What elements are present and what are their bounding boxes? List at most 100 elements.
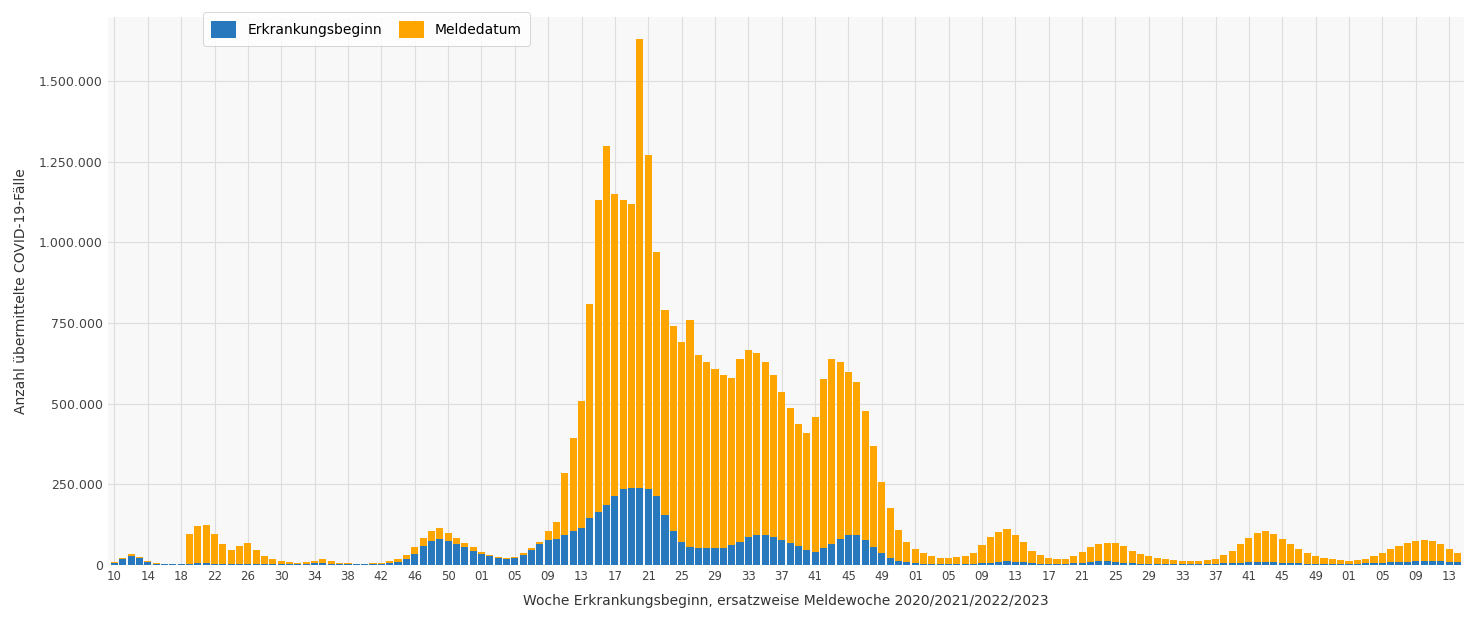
Bar [903,542,910,565]
Bar [1262,531,1270,565]
Bar [503,559,510,565]
Bar [1036,564,1043,565]
Bar [436,528,443,565]
Bar [370,563,377,565]
Bar [445,541,452,565]
Bar [628,203,636,565]
Bar [912,563,919,565]
Bar [1420,540,1428,565]
Bar [336,564,343,565]
Bar [236,564,242,565]
Bar [403,559,409,565]
Bar [1095,561,1103,565]
Bar [569,531,576,565]
Bar [1154,558,1160,565]
Bar [1287,544,1295,565]
Bar [1278,539,1286,565]
Bar [637,39,643,565]
Bar [937,558,944,565]
Bar [152,564,160,565]
Bar [520,553,526,565]
Bar [1029,563,1036,565]
Bar [278,561,285,565]
Bar [1253,533,1261,565]
Bar [761,536,769,565]
Bar [953,557,961,565]
Bar [1278,562,1286,565]
Bar [795,424,803,565]
Bar [194,563,201,565]
Bar [1120,562,1128,565]
Bar [461,542,469,565]
Bar [837,363,844,565]
Bar [1162,559,1169,565]
Legend: Erkrankungsbeginn, Meldedatum: Erkrankungsbeginn, Meldedatum [202,12,531,46]
Bar [770,374,777,565]
Bar [253,550,260,565]
Bar [145,561,151,565]
Bar [161,564,168,565]
Bar [136,557,143,565]
Bar [1429,561,1437,565]
Bar [953,564,961,565]
Bar [594,200,602,565]
Bar [736,360,743,565]
Bar [871,547,876,565]
Bar [111,562,118,565]
Bar [686,547,693,565]
Bar [386,563,393,565]
Bar [120,559,126,565]
Bar [837,539,844,565]
Bar [461,547,469,565]
Bar [553,522,560,565]
Bar [161,564,168,565]
Bar [1437,544,1444,565]
Bar [1212,559,1219,565]
Bar [720,549,727,565]
Bar [1079,562,1086,565]
Bar [1395,545,1403,565]
Bar [1404,542,1411,565]
Bar [896,561,902,565]
Bar [528,550,535,565]
Bar [1162,564,1169,565]
Bar [795,546,803,565]
Bar [1445,562,1453,565]
Bar [269,559,276,565]
Bar [962,564,968,565]
Bar [937,564,944,565]
Bar [711,369,718,565]
Bar [896,531,902,565]
Bar [436,539,443,565]
Bar [720,374,727,565]
Bar [1312,556,1320,565]
Bar [1454,553,1460,565]
Bar [695,355,702,565]
Bar [495,558,501,565]
Bar [1429,541,1437,565]
Bar [1437,561,1444,565]
Bar [1246,537,1252,565]
Bar [228,564,235,565]
Bar [811,417,819,565]
Bar [537,542,544,565]
Bar [244,564,251,565]
Bar [262,556,268,565]
Bar [452,537,460,565]
Bar [319,559,327,565]
Bar [236,546,242,565]
Bar [1253,562,1261,565]
Bar [1111,543,1119,565]
Bar [111,562,118,565]
X-axis label: Woche Erkrankungsbeginn, ersatzweise Meldewoche 2020/2021/2022/2023: Woche Erkrankungsbeginn, ersatzweise Mel… [523,594,1049,608]
Bar [353,564,359,565]
Bar [704,549,711,565]
Bar [1246,562,1252,565]
Bar [386,561,393,565]
Bar [878,553,885,565]
Bar [1145,564,1153,565]
Bar [644,156,652,565]
Bar [1320,558,1327,565]
Bar [845,372,851,565]
Bar [1388,549,1394,565]
